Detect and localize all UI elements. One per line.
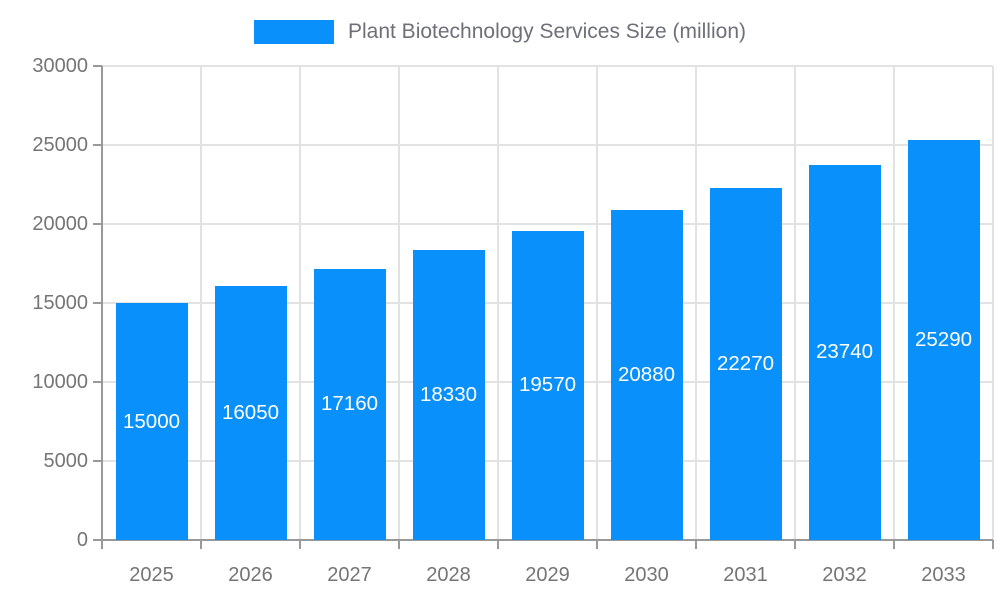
x-axis-label-2030: 2030 bbox=[624, 564, 669, 586]
y-axis-tick bbox=[93, 460, 102, 462]
y-axis-tick-label: 20000 bbox=[32, 213, 88, 235]
x-gridline bbox=[398, 66, 400, 540]
bar-2029[interactable]: 19570 bbox=[511, 230, 584, 540]
y-axis-tick-label: 25000 bbox=[32, 134, 88, 156]
x-gridline bbox=[596, 66, 598, 540]
y-axis-tick-label: 5000 bbox=[43, 450, 89, 472]
bar-value-label: 16050 bbox=[221, 401, 279, 425]
bar-2033[interactable]: 25290 bbox=[907, 140, 980, 540]
x-axis-label-2033: 2033 bbox=[921, 564, 966, 586]
bar-2025[interactable]: 15000 bbox=[115, 303, 188, 540]
y-axis-tick-label: 30000 bbox=[32, 55, 88, 77]
x-axis-tick bbox=[497, 540, 499, 549]
legend-label: Plant Biotechnology Services Size (milli… bbox=[347, 20, 746, 43]
y-axis-tick bbox=[93, 302, 102, 304]
bar-2032[interactable]: 23740 bbox=[808, 164, 881, 540]
bar-value-label: 17160 bbox=[320, 392, 378, 416]
x-gridline bbox=[893, 66, 895, 540]
x-axis-label-2027: 2027 bbox=[327, 564, 372, 586]
x-axis-label-2028: 2028 bbox=[426, 564, 471, 586]
x-axis-tick bbox=[398, 540, 400, 549]
y-axis-tick-label: 10000 bbox=[32, 371, 88, 393]
bar-value-label: 15000 bbox=[122, 409, 180, 433]
x-axis-tick bbox=[200, 540, 202, 549]
bar-2030[interactable]: 20880 bbox=[610, 210, 683, 540]
y-gridline bbox=[102, 65, 993, 67]
x-axis-label-2031: 2031 bbox=[723, 564, 768, 586]
y-gridline bbox=[102, 144, 993, 146]
y-axis-tick bbox=[93, 381, 102, 383]
x-axis-tick bbox=[596, 540, 598, 549]
x-axis-tick bbox=[992, 540, 994, 549]
x-gridline bbox=[992, 66, 994, 540]
x-gridline bbox=[497, 66, 499, 540]
x-axis-tick bbox=[893, 540, 895, 549]
bar-2026[interactable]: 16050 bbox=[214, 286, 287, 540]
x-gridline bbox=[695, 66, 697, 540]
bar-2028[interactable]: 18330 bbox=[412, 250, 485, 540]
x-axis-tick bbox=[299, 540, 301, 549]
y-axis-line bbox=[101, 66, 103, 549]
legend[interactable]: Plant Biotechnology Services Size (milli… bbox=[0, 19, 1000, 45]
x-axis-label-2032: 2032 bbox=[822, 564, 867, 586]
bar-2027[interactable]: 17160 bbox=[313, 268, 386, 540]
y-axis-tick bbox=[93, 65, 102, 67]
bar-value-label: 18330 bbox=[419, 383, 477, 407]
y-axis-tick bbox=[93, 144, 102, 146]
bar-value-label: 19570 bbox=[518, 373, 576, 397]
bar-value-label: 20880 bbox=[617, 363, 675, 387]
x-axis-tick bbox=[695, 540, 697, 549]
bar-value-label: 25290 bbox=[914, 328, 972, 352]
y-axis-tick bbox=[93, 223, 102, 225]
x-axis-label-2029: 2029 bbox=[525, 564, 570, 586]
x-axis-line bbox=[93, 539, 993, 541]
bar-value-label: 23740 bbox=[815, 340, 873, 364]
x-gridline bbox=[299, 66, 301, 540]
bar-value-label: 22270 bbox=[716, 352, 774, 376]
y-axis-tick-label: 15000 bbox=[32, 292, 88, 314]
x-axis-tick bbox=[794, 540, 796, 549]
y-axis-tick-label: 0 bbox=[76, 529, 88, 551]
x-gridline bbox=[794, 66, 796, 540]
x-axis-label-2025: 2025 bbox=[129, 564, 174, 586]
x-gridline bbox=[200, 66, 202, 540]
bar-2031[interactable]: 22270 bbox=[709, 188, 782, 540]
legend-swatch[interactable] bbox=[253, 20, 334, 44]
x-axis-label-2026: 2026 bbox=[228, 564, 273, 586]
